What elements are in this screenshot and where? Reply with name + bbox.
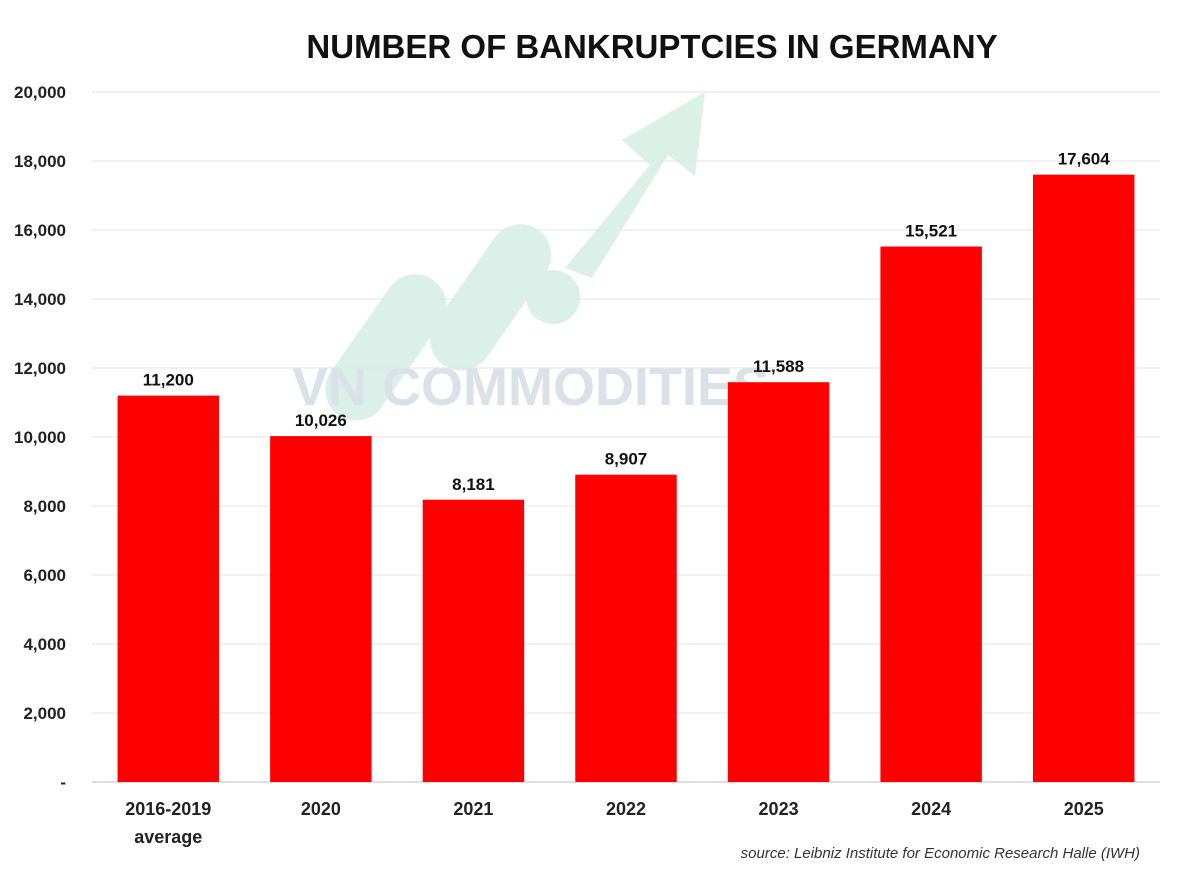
bars [117,174,1135,783]
watermark-stroke-2 [430,224,552,371]
bar [1032,174,1135,783]
watermark: VN COMMODITIES [292,92,769,421]
bar-value-label: 8,181 [452,475,495,494]
watermark-arrow-icon [565,92,705,278]
y-tick-label: 2,000 [23,704,66,723]
y-tick-label: 6,000 [23,566,66,585]
x-axis-category-labels: 2016-2019 average 2020 2021 2022 2023 2024 2025 [125,799,1103,847]
x-category-label: 2021 [453,799,493,819]
chart-title: NUMBER OF BANKRUPTCIES IN GERMANY [306,28,997,65]
source-note: source: Leibniz Institute for Economic R… [741,845,1140,862]
x-category-label: 2016-2019 [125,799,211,819]
bar [727,382,830,782]
watermark-dot [526,270,580,324]
data-labels: 11,200 10,026 8,181 8,907 11,588 15,521 17,604 [143,150,1111,494]
y-tick-label: 20,000 [14,83,66,102]
x-category-label: 2023 [759,799,799,819]
bar-value-label: 10,026 [295,411,347,430]
watermark-stroke-1 [325,274,447,421]
x-category-label: 2020 [301,799,341,819]
y-tick-label: 4,000 [23,635,66,654]
y-tick-label: 14,000 [14,290,66,309]
y-tick-label: 10,000 [14,428,66,447]
y-tick-label: - [60,773,66,792]
y-tick-label: 8,000 [23,497,66,516]
bar-value-label: 15,521 [905,222,957,241]
x-category-label: average [134,827,202,847]
bar [422,499,525,782]
watermark-text: VN COMMODITIES [292,357,769,417]
y-axis-tick-labels: - 2,000 4,000 6,000 8,000 10,000 12,000 14,000 1… [14,83,66,792]
y-tick-label: 16,000 [14,221,66,240]
bar-value-label: 11,588 [753,357,804,376]
bar [575,474,677,782]
bar [117,395,220,782]
x-category-label: 2022 [606,799,646,819]
bar [270,436,372,782]
y-tick-label: 12,000 [14,359,66,378]
x-category-label: 2024 [911,799,951,819]
bar-value-label: 11,200 [143,371,194,390]
bar-value-label: 8,907 [605,450,648,469]
x-category-label: 2025 [1064,799,1104,819]
bar-value-label: 17,604 [1058,150,1111,169]
bar [880,246,982,782]
y-tick-label: 18,000 [14,152,66,171]
